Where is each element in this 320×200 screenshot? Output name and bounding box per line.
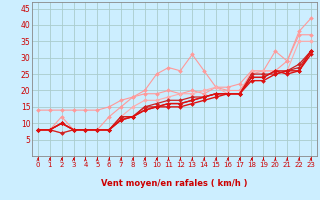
X-axis label: Vent moyen/en rafales ( km/h ): Vent moyen/en rafales ( km/h ): [101, 179, 248, 188]
